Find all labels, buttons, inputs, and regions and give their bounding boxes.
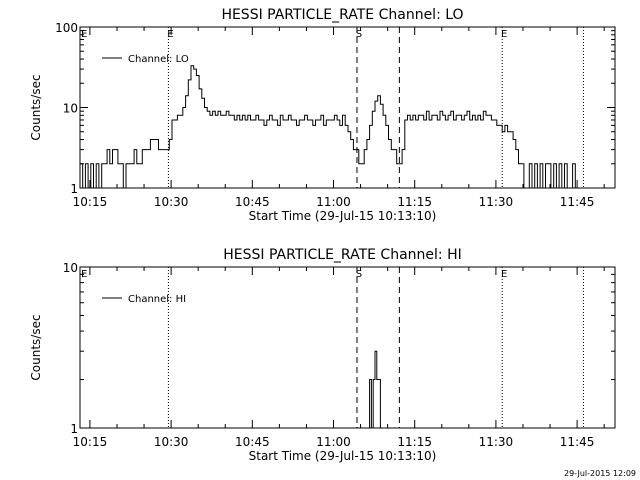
x-tick-label: 10:30 [154, 435, 189, 449]
x-tick-label: 11:45 [560, 435, 595, 449]
y-axis-label: Counts/sec [29, 314, 43, 380]
x-tick-label: 11:15 [397, 195, 432, 209]
marker-label: E [501, 29, 507, 40]
x-tick-label: 10:45 [235, 435, 270, 449]
panel-hi: HESSI PARTICLE_RATE Channel: HI 1 10 Counts… [29, 247, 616, 463]
x-tick-label: 10:30 [154, 195, 189, 209]
x-tick-label: 11:30 [479, 195, 514, 209]
x-tick-label: 10:45 [235, 195, 270, 209]
series-line [367, 350, 384, 429]
chart-title: HESSI PARTICLE_RATE Channel: HI [223, 247, 461, 263]
y-tick-label: 1 [70, 422, 78, 436]
marker-label-edge: E [81, 29, 87, 40]
marker-label-edge: E [81, 269, 87, 280]
footer-timestamp: 29-Jul-2015 12:09 [564, 469, 636, 478]
x-tick-label: 11:45 [560, 195, 595, 209]
marker-label: S [356, 29, 362, 40]
plot-frame [79, 266, 616, 429]
legend-label: Channel: LO [128, 54, 189, 65]
y-axis-label: Counts/sec [29, 74, 43, 140]
x-axis-label: Start Time (29-Jul-15 10:13:10) [249, 209, 437, 223]
marker-label: S [356, 269, 362, 280]
x-tick-label: 11:15 [397, 435, 432, 449]
y-tick-label: 1 [70, 182, 78, 196]
x-tick-label: 10:15 [73, 195, 108, 209]
y-tick-label: 10 [63, 261, 78, 275]
x-tick-label: 11:00 [316, 195, 351, 209]
legend-label: Channel: HI [128, 294, 186, 305]
series-line [80, 65, 578, 189]
x-axis-label: Start Time (29-Jul-15 10:13:10) [249, 449, 437, 463]
x-tick-label: 11:00 [316, 435, 351, 449]
x-tick-label: 10:15 [73, 435, 108, 449]
panel-lo: HESSI PARTICLE_RATE Channel: LO 1 10 100 Cou… [29, 7, 616, 223]
x-tick-label: 11:30 [479, 435, 514, 449]
marker-label: E [167, 29, 173, 40]
marker-label: E [501, 269, 507, 280]
y-tick-label: 10 [63, 102, 78, 116]
y-tick-label: 100 [55, 21, 78, 35]
chart-title: HESSI PARTICLE_RATE Channel: LO [221, 7, 463, 23]
